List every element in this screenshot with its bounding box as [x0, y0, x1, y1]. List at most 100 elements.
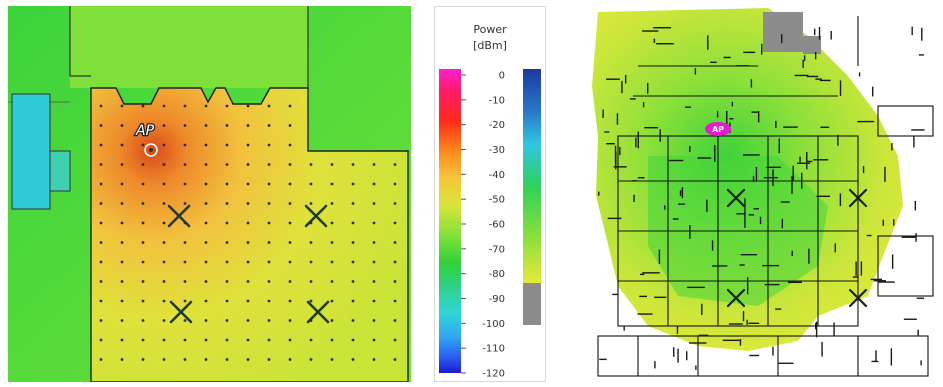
floorplan-detail [624, 74, 627, 84]
measurement-dot [162, 241, 166, 244]
floorplan-detail [656, 43, 674, 45]
floorplan-detail [612, 293, 618, 296]
measurement-dot [225, 260, 229, 264]
floorplan-detail [852, 276, 859, 278]
measurement-dot [225, 163, 229, 166]
floorplan-detail [688, 342, 707, 344]
floorplan-detail [619, 146, 621, 156]
floorplan-detail [672, 218, 679, 220]
measurement-dot [351, 221, 355, 225]
measurement-dot [267, 338, 271, 342]
measurement-dot [288, 221, 292, 225]
floorplan-detail [746, 277, 749, 295]
measurement-dot [330, 182, 334, 186]
measurement-dot [309, 202, 313, 205]
floorplan-detail [839, 80, 842, 96]
legend-tick-label: -70 [489, 244, 505, 255]
measurement-dot [141, 104, 145, 108]
measurement-dot [351, 202, 355, 205]
floorplan-detail [642, 30, 659, 32]
measurement-dot [246, 260, 250, 264]
measurement-dot [330, 260, 334, 264]
measurement-dot [309, 260, 313, 264]
legend-tick-label: -30 [489, 145, 505, 156]
floorplan-detail [613, 166, 627, 168]
x-marker [726, 188, 746, 208]
measurement-dot [99, 358, 103, 361]
measurement-dot [141, 221, 145, 225]
measurement-dot [393, 260, 397, 264]
measurement-dot [351, 280, 355, 283]
floorplan-detail [764, 283, 780, 286]
floorplan-detail [870, 278, 882, 281]
measurement-dot [309, 299, 313, 303]
floorplan-detail [763, 176, 778, 179]
measurement-dot [372, 221, 376, 225]
floorplan-detail [801, 172, 803, 189]
floorplan-detail [806, 152, 808, 170]
legend-ticks: 0 -10 -20 -30 -40 -50 -60 -70 -80 -90 -100 -110 -120 [461, 71, 505, 380]
floorplan-detail [716, 111, 719, 118]
measurement-dot [309, 182, 313, 186]
measurement-dot [141, 338, 145, 342]
measurement-dot [141, 299, 145, 303]
measurement-dot [225, 221, 229, 225]
measurement-dot [99, 143, 103, 147]
floorplan-detail [893, 219, 895, 226]
floorplan-detail [633, 194, 635, 202]
measurement-dot [288, 319, 292, 322]
floorplan-detail [862, 166, 865, 174]
legend-tick-label: -50 [489, 195, 505, 206]
measurement-dot [204, 260, 208, 264]
floorplan-detail [914, 200, 917, 211]
measurement-dot [267, 163, 271, 166]
floorplan-detail [866, 234, 872, 237]
floorplan-detail [791, 250, 793, 257]
measurement-dot [330, 221, 334, 225]
floorplan-detail [629, 98, 636, 100]
floorplan-detail [799, 156, 801, 163]
measurement-dot [204, 143, 208, 147]
measurement-dot [288, 163, 292, 166]
measurement-dot [225, 182, 229, 186]
measurement-dot [99, 163, 103, 166]
measurement-dot [393, 280, 397, 283]
measurement-dot [267, 319, 271, 322]
measurement-dot [351, 299, 355, 303]
measurement-dot [288, 104, 292, 108]
upper-corridor [70, 6, 308, 88]
measurement-colorbar [523, 69, 541, 283]
measurement-dot [288, 124, 292, 127]
floorplan-detail [637, 177, 645, 179]
measurement-dot [351, 358, 355, 361]
side-room [49, 150, 71, 192]
floorplan-detail [669, 159, 684, 162]
floorplan-detail [781, 218, 784, 229]
measurement-dot [372, 299, 376, 303]
measurement-dot [141, 358, 145, 361]
measurement-dot [183, 319, 187, 322]
ap-label: AP [712, 125, 724, 134]
measurement-dot [141, 124, 145, 127]
floorplan-detail [815, 321, 818, 338]
measurement-dot [372, 202, 376, 205]
measurement-dot [183, 338, 187, 342]
measurement-dot [120, 124, 124, 127]
measurement-dot [267, 124, 271, 127]
measurement-dot [183, 124, 187, 127]
floorplan-detail [659, 129, 661, 142]
simulated-coverage-map: AP [8, 6, 411, 382]
floorplan-detail [780, 201, 790, 203]
measurement-dot [225, 280, 229, 283]
measurement-dot [225, 319, 229, 322]
measurement-dot [393, 338, 397, 342]
floorplan-detail [642, 102, 645, 108]
measurement-dot [99, 241, 103, 244]
measurement-dot [225, 241, 229, 244]
measurement-dot [162, 104, 166, 108]
measurement-dot [309, 163, 313, 166]
measurement-dot [393, 182, 397, 186]
floorplan-detail [761, 43, 763, 55]
measurement-dot [141, 280, 145, 283]
measurement-dot [393, 163, 397, 166]
